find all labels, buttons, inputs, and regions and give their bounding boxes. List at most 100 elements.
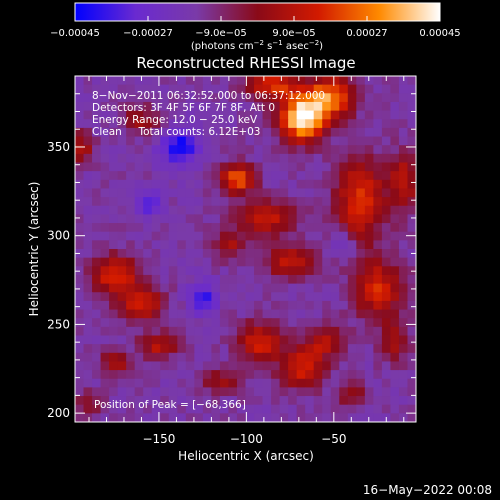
heatmap-cell [288, 413, 298, 422]
heatmap-cell [202, 197, 213, 207]
heatmap-cell [313, 214, 323, 224]
heatmap-cell [143, 179, 153, 190]
heatmap-cell [381, 404, 392, 414]
heatmap-cell [228, 283, 238, 293]
heatmap-cell [398, 378, 409, 388]
heatmap-cell [117, 223, 127, 233]
heatmap-cell [296, 110, 306, 120]
heatmap-cell [236, 179, 247, 190]
heatmap-cell [92, 396, 102, 406]
observation-info: 8−Nov−2011 06:32:52.000 to 06:37:12.000 … [92, 90, 325, 138]
heatmap-cell [228, 396, 238, 406]
heatmap-cell [279, 257, 289, 267]
heatmap-cell [398, 335, 409, 345]
heatmap-image [75, 76, 416, 422]
heatmap-cell [407, 413, 416, 422]
heatmap-cell [313, 93, 323, 103]
heatmap-cell [313, 318, 323, 328]
heatmap-cell [168, 326, 178, 337]
heatmap-cell [373, 257, 383, 267]
heatmap-cell [83, 266, 93, 276]
heatmap-cell [381, 240, 392, 250]
heatmap-cell [279, 197, 289, 207]
heatmap-cell [126, 257, 136, 267]
heatmap-cell [236, 396, 247, 406]
heatmap-cell [177, 188, 187, 198]
heatmap-cell [177, 101, 187, 112]
heatmap-cell [381, 361, 392, 371]
heatmap-cell [109, 231, 119, 241]
heatmap-cell [236, 153, 247, 164]
heatmap-cell [381, 101, 392, 112]
heatmap-cell [143, 404, 153, 414]
heatmap-cell [219, 309, 230, 319]
heatmap-cell [339, 76, 349, 86]
heatmap-cell [151, 283, 161, 293]
heatmap-cell [143, 396, 153, 406]
heatmap-cell [134, 101, 144, 112]
heatmap-cell [202, 101, 213, 112]
heatmap-cell [330, 110, 340, 120]
heatmap-cell [381, 93, 392, 103]
heatmap-cell [211, 344, 221, 354]
heatmap-cell [262, 179, 272, 190]
heatmap-cell [254, 352, 264, 363]
heatmap-cell [211, 127, 221, 138]
heatmap-cell [92, 309, 102, 319]
heatmap-cell [83, 335, 93, 345]
heatmap-cell [109, 93, 119, 103]
heatmap-cell [322, 266, 332, 276]
heatmap-cell [296, 153, 306, 164]
heatmap-cell [262, 214, 272, 224]
heatmap-cell [330, 205, 340, 215]
heatmap-cell [254, 119, 264, 129]
heatmap-cell [177, 335, 187, 345]
heatmap-cell [254, 127, 264, 138]
heatmap-cell [296, 84, 306, 94]
y-tick-label: 250 [47, 317, 70, 331]
heatmap-cell [398, 188, 409, 198]
heatmap-cell [177, 361, 187, 371]
heatmap-cell [92, 223, 102, 233]
heatmap-cell [202, 240, 213, 250]
heatmap-cell [245, 300, 255, 311]
heatmap-cell [364, 205, 374, 215]
heatmap-cell [168, 352, 178, 363]
heatmap-cell [398, 309, 409, 319]
heatmap-cell [117, 396, 127, 406]
heatmap-cell [330, 101, 340, 112]
heatmap-cell [168, 179, 178, 190]
heatmap-cell [339, 240, 349, 250]
heatmap-cell [117, 266, 127, 276]
heatmap-cell [254, 326, 264, 337]
heatmap-cell [373, 249, 383, 259]
heatmap-cell [313, 283, 323, 293]
heatmap-cell [185, 188, 195, 198]
heatmap-cell [347, 162, 357, 172]
heatmap-cell [194, 300, 204, 311]
heatmap-cell [322, 335, 332, 345]
heatmap-cell [236, 300, 247, 311]
heatmap-cell [313, 326, 323, 337]
heatmap-cell [219, 153, 230, 164]
heatmap-cell [194, 188, 204, 198]
heatmap-cell [126, 223, 136, 233]
heatmap-cell [356, 335, 366, 345]
heatmap-cell [117, 335, 127, 345]
heatmap-cell [228, 119, 238, 129]
heatmap-cell [245, 119, 255, 129]
heatmap-cell [185, 404, 195, 414]
heatmap-cell [390, 300, 400, 311]
heatmap-cell [219, 361, 230, 371]
heatmap-cell [126, 231, 136, 241]
heatmap-cell [143, 136, 153, 146]
heatmap-cell [211, 378, 221, 388]
heatmap-cell [271, 344, 281, 354]
heatmap-cell [168, 274, 178, 285]
heatmap-cell [339, 153, 349, 164]
heatmap-cell [356, 413, 366, 422]
heatmap-cell [339, 214, 349, 224]
heatmap-cell [177, 396, 187, 406]
heatmap-cell [313, 136, 323, 146]
heatmap-cell [390, 361, 400, 371]
